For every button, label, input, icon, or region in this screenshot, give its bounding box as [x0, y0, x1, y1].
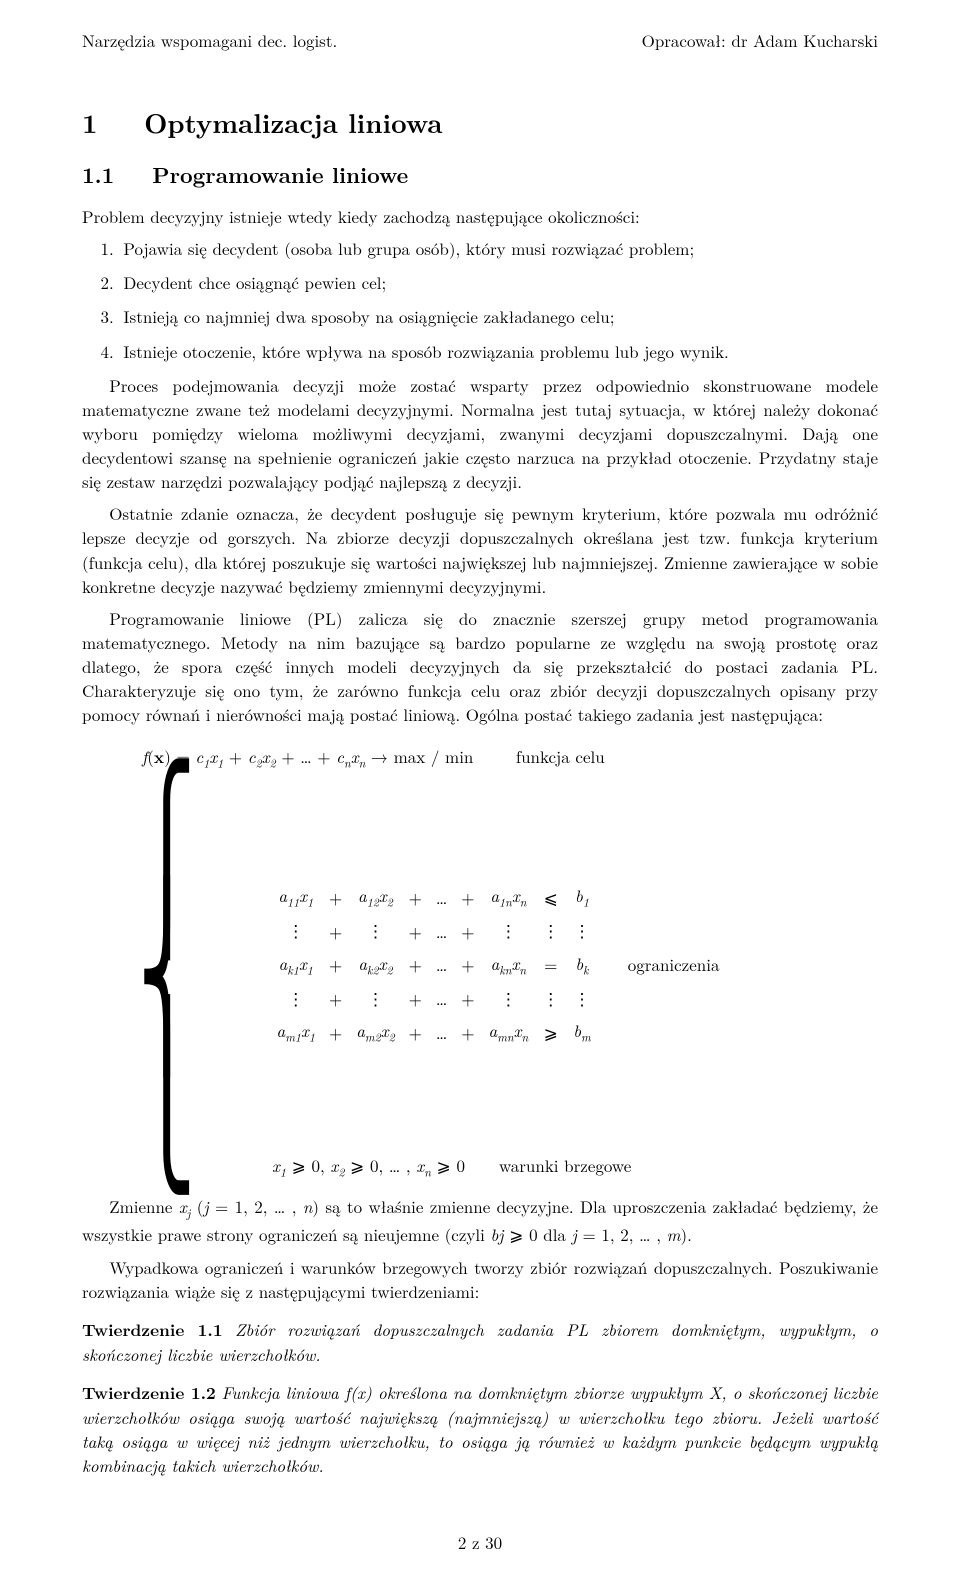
theorem: Twierdzenie 1.2 Funkcja liniowa f(x) okr…: [82, 1380, 878, 1478]
paragraph: Ostatnie zdanie oznacza, że decydent pos…: [82, 501, 878, 598]
subsection-number: 1.1: [82, 159, 114, 190]
intro-paragraph: Problem decyzyjny istnieje wtedy kiedy z…: [82, 204, 878, 228]
running-head: Narzędzia wspomagani dec. logist. Opraco…: [82, 28, 878, 52]
constraints-block: ⎧⎨⎩ a11x1+ a12x2+ …+ a1nxn ⩽ b1 ⋮+⋮+…+⋮⋮…: [138, 786, 878, 1143]
constraints-label: ograniczenia: [598, 947, 727, 982]
page-footer: 2 z 30: [0, 1530, 960, 1554]
table-row: am1x1+ am2x2+ …+ amnxn ⩾ bm: [270, 1014, 727, 1049]
paragraph: Wypadkowa ograniczeń i warunków brzegowy…: [82, 1255, 878, 1303]
math-objective: f(x) = c1x1 + c2x2 + … + cnxn → max / mi…: [142, 744, 878, 1180]
section-number: 1: [82, 102, 98, 141]
left-brace-icon: ⎧⎨⎩: [138, 786, 195, 1143]
page: Narzędzia wspomagani dec. logist. Opraco…: [0, 0, 960, 1576]
header-right: Opracował: dr Adam Kucharski: [642, 28, 878, 52]
list-item: Pojawia się decydent (osoba lub grupa os…: [119, 236, 878, 260]
subsection-title: Programowanie liniowe: [152, 159, 408, 190]
subsection-heading: 1.1 Programowanie liniowe: [82, 159, 878, 190]
table-row: ak1x1+ ak2x2+ …+ aknxn = bk ograniczenia: [270, 947, 727, 982]
table-row: ⋮+⋮+…+⋮⋮⋮: [270, 915, 727, 947]
list-item: Decydent chce osiągnąć pewien cel;: [119, 270, 878, 294]
list-item: Istnieją co najmniej dwa sposoby na osią…: [119, 304, 878, 328]
paragraph: Programowanie liniowe (PL) zalicza się d…: [82, 606, 878, 727]
theorem: Twierdzenie 1.1 Zbiór rozwiązań dopuszcz…: [82, 1317, 878, 1366]
objective-label: funkcja celu: [516, 744, 605, 768]
list-item: Istnieje otoczenie, które wpływa na spos…: [119, 339, 878, 363]
table-row: a11x1+ a12x2+ …+ a1nxn ⩽ b1: [270, 879, 727, 914]
boundary-conditions: x1 ⩾ 0, x2 ⩾ 0, … , xn ⩾ 0 warunki brzeg…: [272, 1153, 878, 1180]
section-heading: 1 Optymalizacja liniowa: [82, 102, 878, 141]
theorem-label: Twierdzenie 1.2: [82, 1381, 216, 1405]
section-title: Optymalizacja liniowa: [144, 102, 442, 141]
enumerated-list: Pojawia się decydent (osoba lub grupa os…: [82, 236, 878, 363]
theorem-label: Twierdzenie 1.1: [82, 1318, 223, 1342]
paragraph: Zmienne xj (j = 1, 2, … , n) są to właśn…: [82, 1194, 878, 1246]
header-left: Narzędzia wspomagani dec. logist.: [82, 28, 337, 52]
bc-label: warunki brzegowe: [499, 1153, 631, 1177]
table-row: ⋮+⋮+…+⋮⋮⋮: [270, 982, 727, 1014]
paragraph: Proces podejmowania decyzji może zostać …: [82, 373, 878, 494]
constraints-table: a11x1+ a12x2+ …+ a1nxn ⩽ b1 ⋮+⋮+…+⋮⋮⋮ ak…: [270, 879, 727, 1049]
